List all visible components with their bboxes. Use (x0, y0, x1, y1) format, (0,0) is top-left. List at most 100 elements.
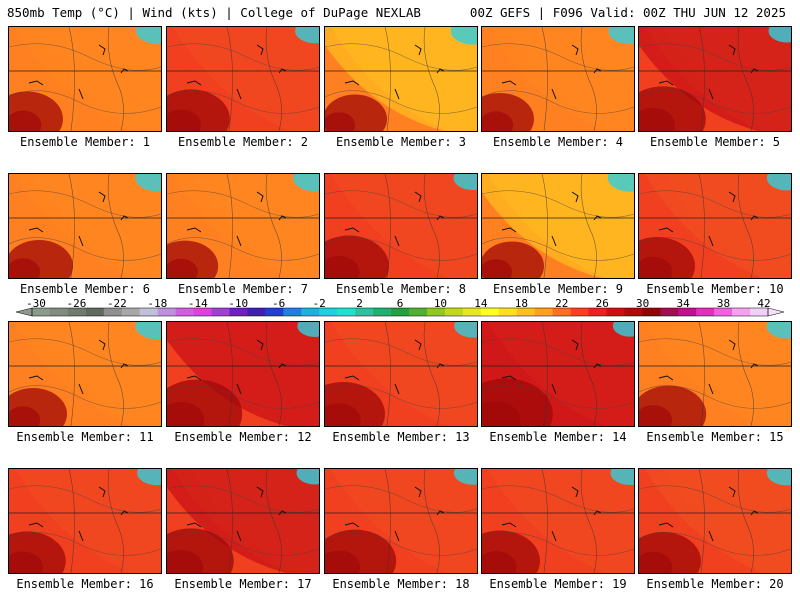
temperature-field (167, 322, 319, 426)
colorbar-swatch (373, 308, 392, 316)
colorbar-tick-label: -26 (66, 297, 87, 310)
temperature-field (325, 174, 477, 278)
colorbar-swatch (229, 308, 248, 316)
map-title: 850mb Temp (°C) | Wind (kts) | College o… (7, 5, 421, 20)
ensemble-map-panel (324, 321, 478, 427)
colorbar-swatch (750, 308, 769, 316)
temperature-field (9, 174, 161, 278)
ensemble-member-label: Ensemble Member: 3 (335, 135, 467, 149)
ensemble-member-label: Ensemble Member: 5 (649, 135, 781, 149)
temperature-field (325, 469, 477, 573)
colorbar-swatch (498, 308, 517, 316)
temperature-field (639, 174, 791, 278)
temperature-field (325, 322, 477, 426)
colorbar-swatch (193, 308, 212, 316)
colorbar-swatch (337, 308, 356, 316)
ensemble-map-panel (481, 468, 635, 574)
ensemble-map-panel (8, 468, 162, 574)
ensemble-member-label: Ensemble Member: 9 (492, 282, 624, 296)
colorbar-tick-label: 22 (555, 297, 569, 310)
ensemble-map-panel (166, 26, 320, 132)
ensemble-map-panel (481, 173, 635, 279)
temperature-field (639, 27, 791, 131)
colorbar-swatch (660, 308, 679, 316)
ensemble-map-panel (638, 321, 792, 427)
colorbar-tick-label: 30 (636, 297, 650, 310)
ensemble-map-panel (638, 468, 792, 574)
ensemble-member-label: Ensemble Member: 20 (646, 577, 784, 591)
colorbar-swatch (444, 308, 464, 316)
colorbar-swatch (516, 308, 535, 316)
temperature-field (9, 27, 161, 131)
ensemble-map-panel (638, 173, 792, 279)
colorbar-swatch (85, 308, 105, 316)
temperature-field (639, 469, 791, 573)
ensemble-map-panel (8, 173, 162, 279)
colorbar-swatch (121, 308, 141, 316)
colorbar-swatch (67, 308, 87, 316)
colorbar-tick-label: -30 (26, 297, 46, 310)
colorbar-tick-label: -2 (312, 297, 326, 310)
ensemble-map-panel (166, 468, 320, 574)
temperature-field (482, 174, 634, 278)
colorbar-swatch (480, 308, 500, 316)
ensemble-map-panel (324, 26, 478, 132)
colorbar-tick-label: 42 (757, 297, 771, 310)
run-valid-time: 00Z GEFS | F096 Valid: 00Z THU JUN 12 20… (469, 5, 786, 20)
ensemble-member-label: Ensemble Member: 6 (19, 282, 151, 296)
temperature-field (325, 27, 477, 131)
colorbar-swatch (265, 308, 284, 316)
ensemble-map-panel (638, 26, 792, 132)
colorbar-swatch (32, 308, 51, 316)
colorbar-swatch (301, 308, 320, 316)
temperature-field (482, 322, 634, 426)
colorbar-swatch (103, 308, 123, 316)
temperature-field (9, 469, 161, 573)
ensemble-member-label: Ensemble Member: 16 (16, 577, 154, 591)
colorbar-swatch (355, 308, 374, 316)
ensemble-member-label: Ensemble Member: 1 (19, 135, 151, 149)
colorbar-swatch (426, 308, 446, 316)
temperature-field (482, 27, 634, 131)
colorbar-swatch (696, 308, 715, 316)
colorbar-tick-label: -14 (187, 297, 208, 310)
ensemble-member-label: Ensemble Member: 17 (174, 577, 312, 591)
ensemble-member-label: Ensemble Member: 13 (332, 430, 470, 444)
ensemble-member-label: Ensemble Member: 4 (492, 135, 624, 149)
temperature-colorbar (15, 307, 785, 317)
ensemble-map-panel (166, 321, 320, 427)
colorbar-tick-label: 34 (676, 297, 690, 310)
colorbar-swatch (570, 308, 589, 316)
colorbar-tick-label: -18 (147, 297, 168, 310)
colorbar-swatch (642, 308, 661, 316)
ensemble-member-label: Ensemble Member: 19 (489, 577, 627, 591)
colorbar-swatch (49, 308, 69, 316)
ensemble-member-label: Ensemble Member: 14 (489, 430, 627, 444)
colorbar-swatch (175, 308, 194, 316)
colorbar-swatch (552, 308, 571, 316)
ensemble-member-label: Ensemble Member: 12 (174, 430, 312, 444)
ensemble-map-panel (324, 173, 478, 279)
colorbar-tick-label: -6 (272, 297, 286, 310)
colorbar-tick-label: 14 (474, 297, 488, 310)
colorbar-swatch (606, 308, 625, 316)
colorbar-tick-label: -22 (106, 297, 127, 310)
colorbar-tick-label: 10 (433, 297, 448, 310)
colorbar-tick-label: 26 (595, 297, 609, 310)
temperature-field (167, 174, 319, 278)
colorbar-swatch (732, 308, 751, 316)
colorbar-tick-label: 6 (396, 297, 404, 310)
ensemble-member-label: Ensemble Member: 2 (177, 135, 309, 149)
colorbar-swatch (319, 308, 338, 316)
colorbar-swatch (391, 308, 410, 316)
temperature-field (639, 322, 791, 426)
colorbar-swatch (283, 308, 302, 316)
temperature-field (167, 469, 319, 573)
colorbar-swatch (534, 308, 553, 316)
ensemble-member-label: Ensemble Member: 10 (646, 282, 784, 296)
ensemble-member-label: Ensemble Member: 8 (335, 282, 467, 296)
colorbar-tick-label: -10 (228, 297, 249, 310)
colorbar-swatch (462, 308, 482, 316)
colorbar-swatch (624, 308, 643, 316)
temperature-field (9, 322, 161, 426)
